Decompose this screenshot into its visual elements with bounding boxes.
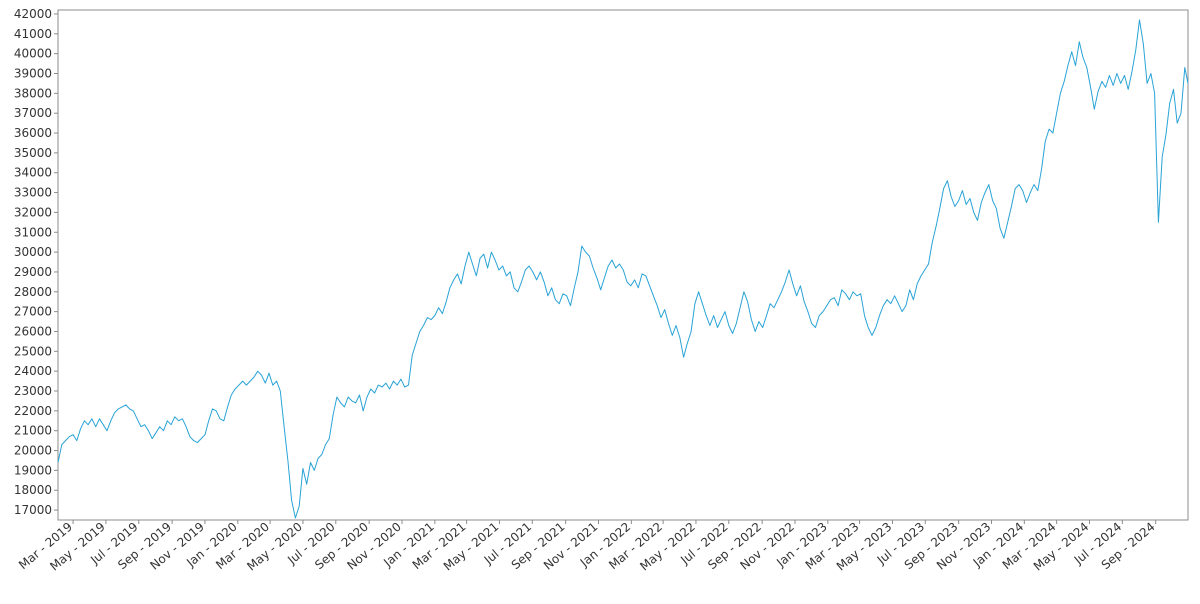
y-tick-label: 39000	[14, 67, 52, 81]
y-tick-label: 22000	[14, 404, 52, 418]
y-tick-label: 32000	[14, 205, 52, 219]
series-layer	[57, 19, 1189, 519]
y-axis: 17000 18000 19000 20000 21000 22000 23000 24000…	[14, 7, 58, 517]
y-tick-label: 26000	[14, 324, 52, 338]
y-tick-label: 38000	[14, 86, 52, 100]
y-tick-label: 33000	[14, 186, 52, 200]
y-tick-label: 42000	[14, 7, 52, 21]
y-tick-label: 21000	[14, 424, 52, 438]
y-tick-label: 31000	[14, 225, 52, 239]
y-tick-label: 19000	[14, 463, 52, 477]
y-tick-label: 27000	[14, 305, 52, 319]
y-tick-label: 30000	[14, 245, 52, 259]
series-line	[57, 19, 1189, 519]
y-tick-label: 24000	[14, 364, 52, 378]
y-tick-label: 34000	[14, 166, 52, 180]
y-tick-label: 40000	[14, 47, 52, 61]
y-tick-label: 36000	[14, 126, 52, 140]
plot-area-background	[57, 9, 1189, 521]
y-tick-label: 17000	[14, 503, 52, 517]
y-tick-label: 37000	[14, 106, 52, 120]
y-tick-label: 20000	[14, 444, 52, 458]
y-tick-label: 29000	[14, 265, 52, 279]
y-tick-label: 35000	[14, 146, 52, 160]
y-tick-label: 28000	[14, 285, 52, 299]
y-tick-label: 25000	[14, 344, 52, 358]
y-tick-label: 41000	[14, 27, 52, 41]
y-tick-label: 23000	[14, 384, 52, 398]
y-tick-label: 18000	[14, 483, 52, 497]
